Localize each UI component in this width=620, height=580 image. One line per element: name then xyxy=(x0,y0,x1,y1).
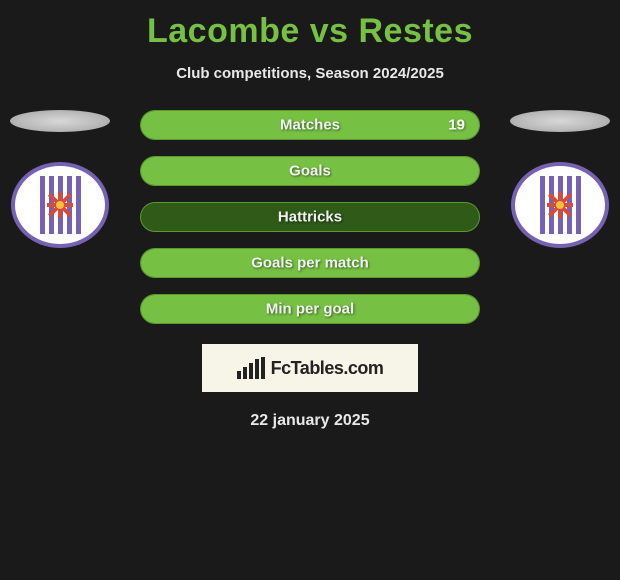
fctables-logo-icon xyxy=(237,357,265,379)
brand-box[interactable]: FcTables.com xyxy=(202,344,418,392)
stat-value-right: 19 xyxy=(448,117,465,134)
stat-label: Hattricks xyxy=(278,209,342,226)
player-left-column xyxy=(0,110,120,248)
stat-label: Matches xyxy=(280,117,340,134)
subtitle: Club competitions, Season 2024/2025 xyxy=(0,65,620,82)
stat-label: Goals xyxy=(289,163,331,180)
player-right-column xyxy=(500,110,620,248)
brand-text: FcTables.com xyxy=(271,358,384,379)
tfc-cross-icon xyxy=(547,192,573,218)
player-right-placeholder xyxy=(510,110,610,132)
stat-bar-min-per-goal: Min per goal xyxy=(140,294,480,324)
page-title: Lacombe vs Restes xyxy=(0,0,620,51)
comparison-panel: Matches 19 Goals Hattricks Goals per mat… xyxy=(0,110,620,430)
player-left-placeholder xyxy=(10,110,110,132)
date-text: 22 january 2025 xyxy=(0,412,620,430)
stat-bars: Matches 19 Goals Hattricks Goals per mat… xyxy=(140,110,480,324)
stat-label: Goals per match xyxy=(251,255,369,272)
stat-label: Min per goal xyxy=(266,301,354,318)
stat-bar-hattricks: Hattricks xyxy=(140,202,480,232)
club-badge-right xyxy=(511,162,609,248)
tfc-cross-icon xyxy=(47,192,73,218)
stat-bar-goals: Goals xyxy=(140,156,480,186)
club-badge-left xyxy=(11,162,109,248)
stat-bar-goals-per-match: Goals per match xyxy=(140,248,480,278)
stat-bar-matches: Matches 19 xyxy=(140,110,480,140)
